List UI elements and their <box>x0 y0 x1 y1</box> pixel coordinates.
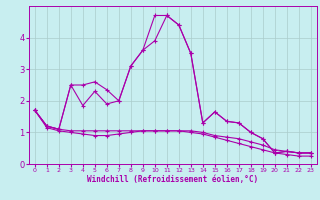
X-axis label: Windchill (Refroidissement éolien,°C): Windchill (Refroidissement éolien,°C) <box>87 175 258 184</box>
